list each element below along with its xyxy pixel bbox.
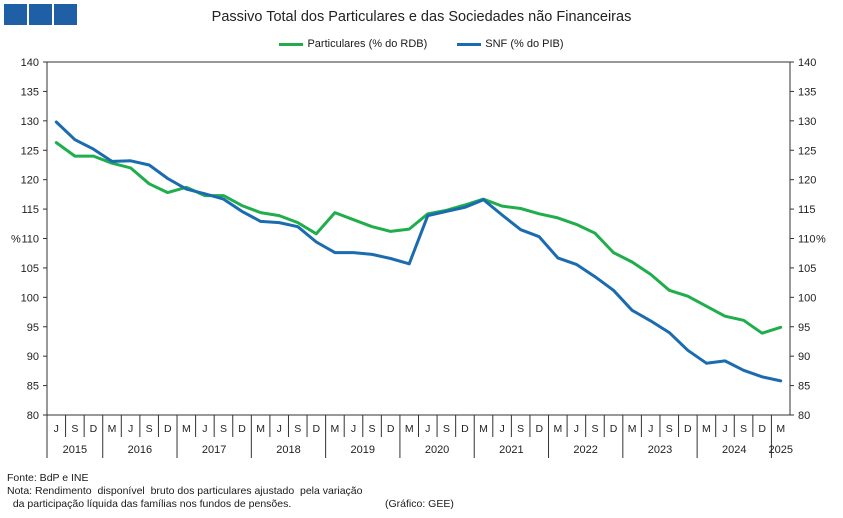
y-tick-label-right: 110 (798, 234, 816, 246)
brand-logo-block (54, 4, 77, 25)
x-tick-label: S (740, 423, 747, 435)
y-tick-label-left: 130 (21, 116, 39, 128)
y-tick-label-left: 85 (27, 381, 39, 393)
year-label: 2020 (425, 444, 449, 456)
x-tick-label: D (758, 423, 766, 435)
y-tick-label-left: 110 (21, 234, 39, 246)
x-tick-label: J (499, 423, 504, 435)
footnote-line-1: Nota: Rendimento disponível bruto dos pa… (7, 485, 363, 497)
y-tick-label-left: 105 (21, 263, 39, 275)
y-axis-label-right: % (816, 234, 826, 246)
y-tick-label-left: 140 (21, 57, 39, 69)
chart-title: Passivo Total dos Particulares e das Soc… (211, 9, 632, 25)
legend-swatch-particulares (279, 42, 304, 46)
series-line-particulares (54, 141, 783, 335)
x-tick-label: S (666, 423, 673, 435)
x-tick-label: M (331, 423, 340, 435)
year-label: 2021 (499, 444, 523, 456)
y-tick-label-left: 120 (21, 175, 39, 187)
chart-legend: Particulares (% do RDB) SNF (% do PIB) (0, 38, 843, 50)
y-tick-label-left: 90 (27, 351, 39, 363)
x-tick-label: S (443, 423, 450, 435)
y-tick-label-left: 80 (27, 410, 39, 422)
y-tick-label-right: 95 (798, 322, 810, 334)
y-tick-label-right: 135 (798, 86, 816, 98)
x-tick-label: D (90, 423, 98, 435)
x-tick-label: D (164, 423, 172, 435)
x-tick-label: M (108, 423, 117, 435)
y-tick-label-right: 125 (798, 145, 816, 157)
y-tick-label-right: 90 (798, 351, 810, 363)
year-label: 2025 (768, 444, 792, 456)
x-tick-label: S (220, 423, 227, 435)
x-tick-label: J (425, 423, 430, 435)
x-tick-label: M (479, 423, 488, 435)
y-tick-label-right: 140 (798, 57, 816, 69)
year-label: 2017 (202, 444, 226, 456)
y-tick-label-left: 95 (27, 322, 39, 334)
year-label: 2019 (351, 444, 375, 456)
x-tick-label: J (648, 423, 653, 435)
x-tick-label: S (71, 423, 78, 435)
series-line-snf (54, 120, 783, 383)
x-tick-label: M (182, 423, 191, 435)
x-tick-label: S (517, 423, 524, 435)
year-label: 2023 (648, 444, 672, 456)
x-tick-label: S (591, 423, 598, 435)
footnote-line-2: da participação líquida das famílias nos… (7, 498, 292, 510)
x-tick-label: D (684, 423, 692, 435)
y-tick-label-left: 135 (21, 86, 39, 98)
y-tick-label-left: 115 (21, 204, 39, 216)
x-tick-label: J (277, 423, 282, 435)
x-tick-label: J (54, 423, 59, 435)
year-label: 2018 (276, 444, 300, 456)
brand-logo-block (4, 4, 27, 25)
y-tick-label-right: 100 (798, 292, 816, 304)
y-tick-label-right: 80 (798, 410, 810, 422)
year-label: 2024 (722, 444, 746, 456)
y-tick-label-right: 85 (798, 381, 810, 393)
year-label: 2015 (63, 444, 87, 456)
x-tick-label: M (256, 423, 265, 435)
brand-logo-block (29, 4, 52, 25)
x-tick-label: M (628, 423, 637, 435)
x-tick-label: J (574, 423, 579, 435)
year-label: 2022 (573, 444, 597, 456)
x-tick-label: M (702, 423, 711, 435)
x-tick-label: D (387, 423, 395, 435)
x-tick-label: D (610, 423, 618, 435)
year-label: 2016 (128, 444, 152, 456)
y-tick-label-right: 130 (798, 116, 816, 128)
y-tick-label-right: 115 (798, 204, 816, 216)
legend-item-particulares: Particulares (% do RDB) (279, 38, 427, 50)
y-axis-label-left: % (11, 234, 21, 246)
credit-note: (Gráfico: GEE) (385, 498, 454, 510)
legend-label-particulares: Particulares (% do RDB) (307, 38, 428, 50)
brand-logo (4, 4, 77, 25)
x-tick-label: J (351, 423, 356, 435)
x-tick-label: J (722, 423, 727, 435)
x-tick-label: M (405, 423, 414, 435)
y-tick-label-right: 120 (798, 175, 816, 187)
source-note: Fonte: BdP e INE (7, 472, 89, 484)
x-tick-label: M (776, 423, 785, 435)
x-tick-label: M (553, 423, 562, 435)
x-tick-label: D (535, 423, 543, 435)
x-tick-label: D (313, 423, 321, 435)
legend-item-snf: SNF (% do PIB) (457, 38, 564, 50)
x-tick-label: S (369, 423, 376, 435)
x-tick-label: J (202, 423, 207, 435)
legend-swatch-snf (457, 42, 482, 46)
x-tick-label: D (238, 423, 246, 435)
x-tick-label: D (461, 423, 469, 435)
y-tick-label-right: 105 (798, 263, 816, 275)
y-tick-label-left: 125 (21, 145, 39, 157)
x-tick-label: S (294, 423, 301, 435)
y-tick-label-left: 100 (21, 292, 39, 304)
x-tick-label: S (146, 423, 153, 435)
x-tick-label: J (128, 423, 133, 435)
legend-label-snf: SNF (% do PIB) (485, 38, 564, 50)
